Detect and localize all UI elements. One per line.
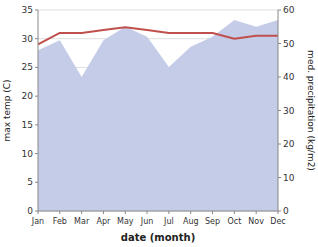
y2-tick bbox=[278, 77, 281, 78]
y2-tick-label: 10 bbox=[283, 173, 295, 183]
y2-axis-label: med. precipitation (kg/m2) bbox=[306, 50, 316, 171]
y-tick-label: 10 bbox=[22, 149, 34, 159]
x-tick-label: Oct bbox=[227, 217, 241, 226]
y2-tick-label: 60 bbox=[283, 5, 295, 15]
grid-line bbox=[38, 10, 278, 11]
y2-tick-label: 0 bbox=[283, 206, 289, 216]
y-tick-label: 0 bbox=[27, 206, 33, 216]
x-tick bbox=[212, 211, 213, 214]
y2-tick bbox=[278, 10, 281, 11]
y-axis-label: max temp (C) bbox=[2, 79, 12, 141]
y-tick bbox=[35, 10, 38, 11]
x-tick-label: Jan bbox=[31, 217, 44, 226]
y-tick-label: 20 bbox=[22, 91, 34, 101]
x-tick bbox=[147, 211, 148, 214]
y2-tick bbox=[278, 43, 281, 44]
y-tick-label: 25 bbox=[22, 62, 33, 72]
y-tick-label: 30 bbox=[22, 34, 34, 44]
x-tick-label: Jul bbox=[163, 217, 174, 226]
x-tick-label: May bbox=[117, 217, 134, 226]
temperature-line bbox=[38, 27, 278, 44]
x-axis-line bbox=[38, 211, 278, 212]
x-tick-label: Mar bbox=[74, 217, 90, 226]
x-tick bbox=[256, 211, 257, 214]
x-tick-label: Aug bbox=[183, 217, 199, 226]
y2-tick-label: 30 bbox=[283, 106, 295, 116]
y-tick bbox=[35, 124, 38, 125]
grid-line bbox=[38, 211, 278, 212]
y2-tick bbox=[278, 144, 281, 145]
grid bbox=[38, 10, 278, 211]
x-tick bbox=[190, 211, 191, 214]
y-tick-label: 5 bbox=[27, 177, 33, 187]
precipitation-area bbox=[38, 20, 278, 211]
x-tick bbox=[81, 211, 82, 214]
y2-tick bbox=[278, 110, 281, 111]
x-tick bbox=[125, 211, 126, 214]
axes: 0 5 10 15 20 25 30 35 0 10 20 30 40 50 60 Jan Feb Mar Apr M… bbox=[22, 5, 295, 226]
x-tick bbox=[59, 211, 60, 214]
y-tick bbox=[35, 67, 38, 68]
plot-area bbox=[38, 20, 278, 211]
y-tick bbox=[35, 38, 38, 39]
y-tick bbox=[35, 96, 38, 97]
y2-tick-label: 20 bbox=[283, 139, 295, 149]
x-tick bbox=[38, 211, 39, 214]
x-tick-label: Sep bbox=[205, 217, 220, 226]
x-tick-label: Feb bbox=[53, 217, 67, 226]
x-tick-label: Dec bbox=[270, 217, 285, 226]
y2-tick bbox=[278, 177, 281, 178]
y2-tick-label: 50 bbox=[283, 39, 295, 49]
y-tick-label: 35 bbox=[22, 5, 33, 15]
x-tick bbox=[234, 211, 235, 214]
x-tick bbox=[103, 211, 104, 214]
x-tick bbox=[168, 211, 169, 214]
y-tick-label: 15 bbox=[22, 120, 33, 130]
x-tick-label: Jun bbox=[140, 217, 154, 226]
x-axis-label: date (month) bbox=[121, 232, 195, 243]
y2-tick-label: 40 bbox=[283, 72, 295, 82]
y-axis-line bbox=[38, 10, 39, 211]
chart: 0 5 10 15 20 25 30 35 0 10 20 30 40 50 60 Jan Feb Mar Apr M… bbox=[0, 0, 318, 247]
y-tick bbox=[35, 153, 38, 154]
x-tick bbox=[278, 211, 279, 214]
x-tick-label: Nov bbox=[248, 217, 264, 226]
y-tick bbox=[35, 182, 38, 183]
x-tick-label: Apr bbox=[97, 217, 112, 226]
